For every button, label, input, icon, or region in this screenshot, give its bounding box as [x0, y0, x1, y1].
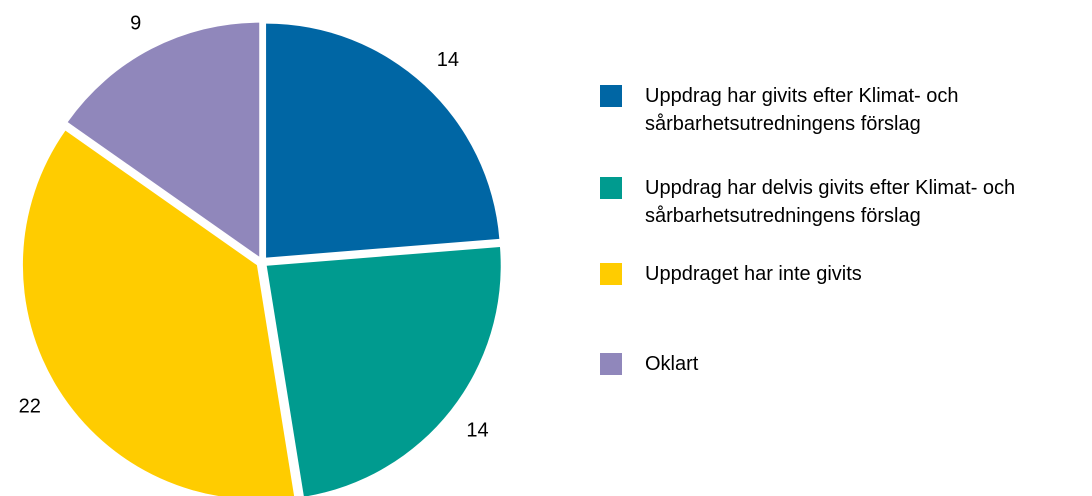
data-label: 14: [466, 419, 488, 441]
legend-item: Uppdraget har inte givits: [600, 260, 1090, 288]
legend-swatch: [600, 177, 622, 199]
legend-swatch: [600, 353, 622, 375]
data-label: 9: [130, 12, 141, 34]
data-label: 22: [19, 396, 41, 418]
legend-item: Oklart: [600, 350, 1090, 378]
legend-swatch: [600, 263, 622, 285]
data-label: 14: [437, 49, 459, 71]
legend-label: Uppdrag har givits efter Klimat- och sår…: [645, 85, 959, 135]
legend-swatch: [600, 85, 622, 107]
chart: 14 14 22 9: [19, 12, 501, 496]
pie-slice: [266, 247, 501, 496]
legend-label: Uppdraget har inte givits: [645, 263, 862, 285]
legend-label: Oklart: [645, 353, 699, 375]
legend-label: Uppdrag har delvis givits efter Klimat- …: [645, 177, 1016, 227]
pie-slice: [67, 22, 260, 257]
pie-slice: [22, 130, 295, 496]
legend-item: Uppdrag har delvis givits efter Klimat- …: [600, 174, 1090, 230]
pie-slice: [266, 23, 500, 258]
legend-item: Uppdrag har givits efter Klimat- och sår…: [600, 82, 1090, 138]
